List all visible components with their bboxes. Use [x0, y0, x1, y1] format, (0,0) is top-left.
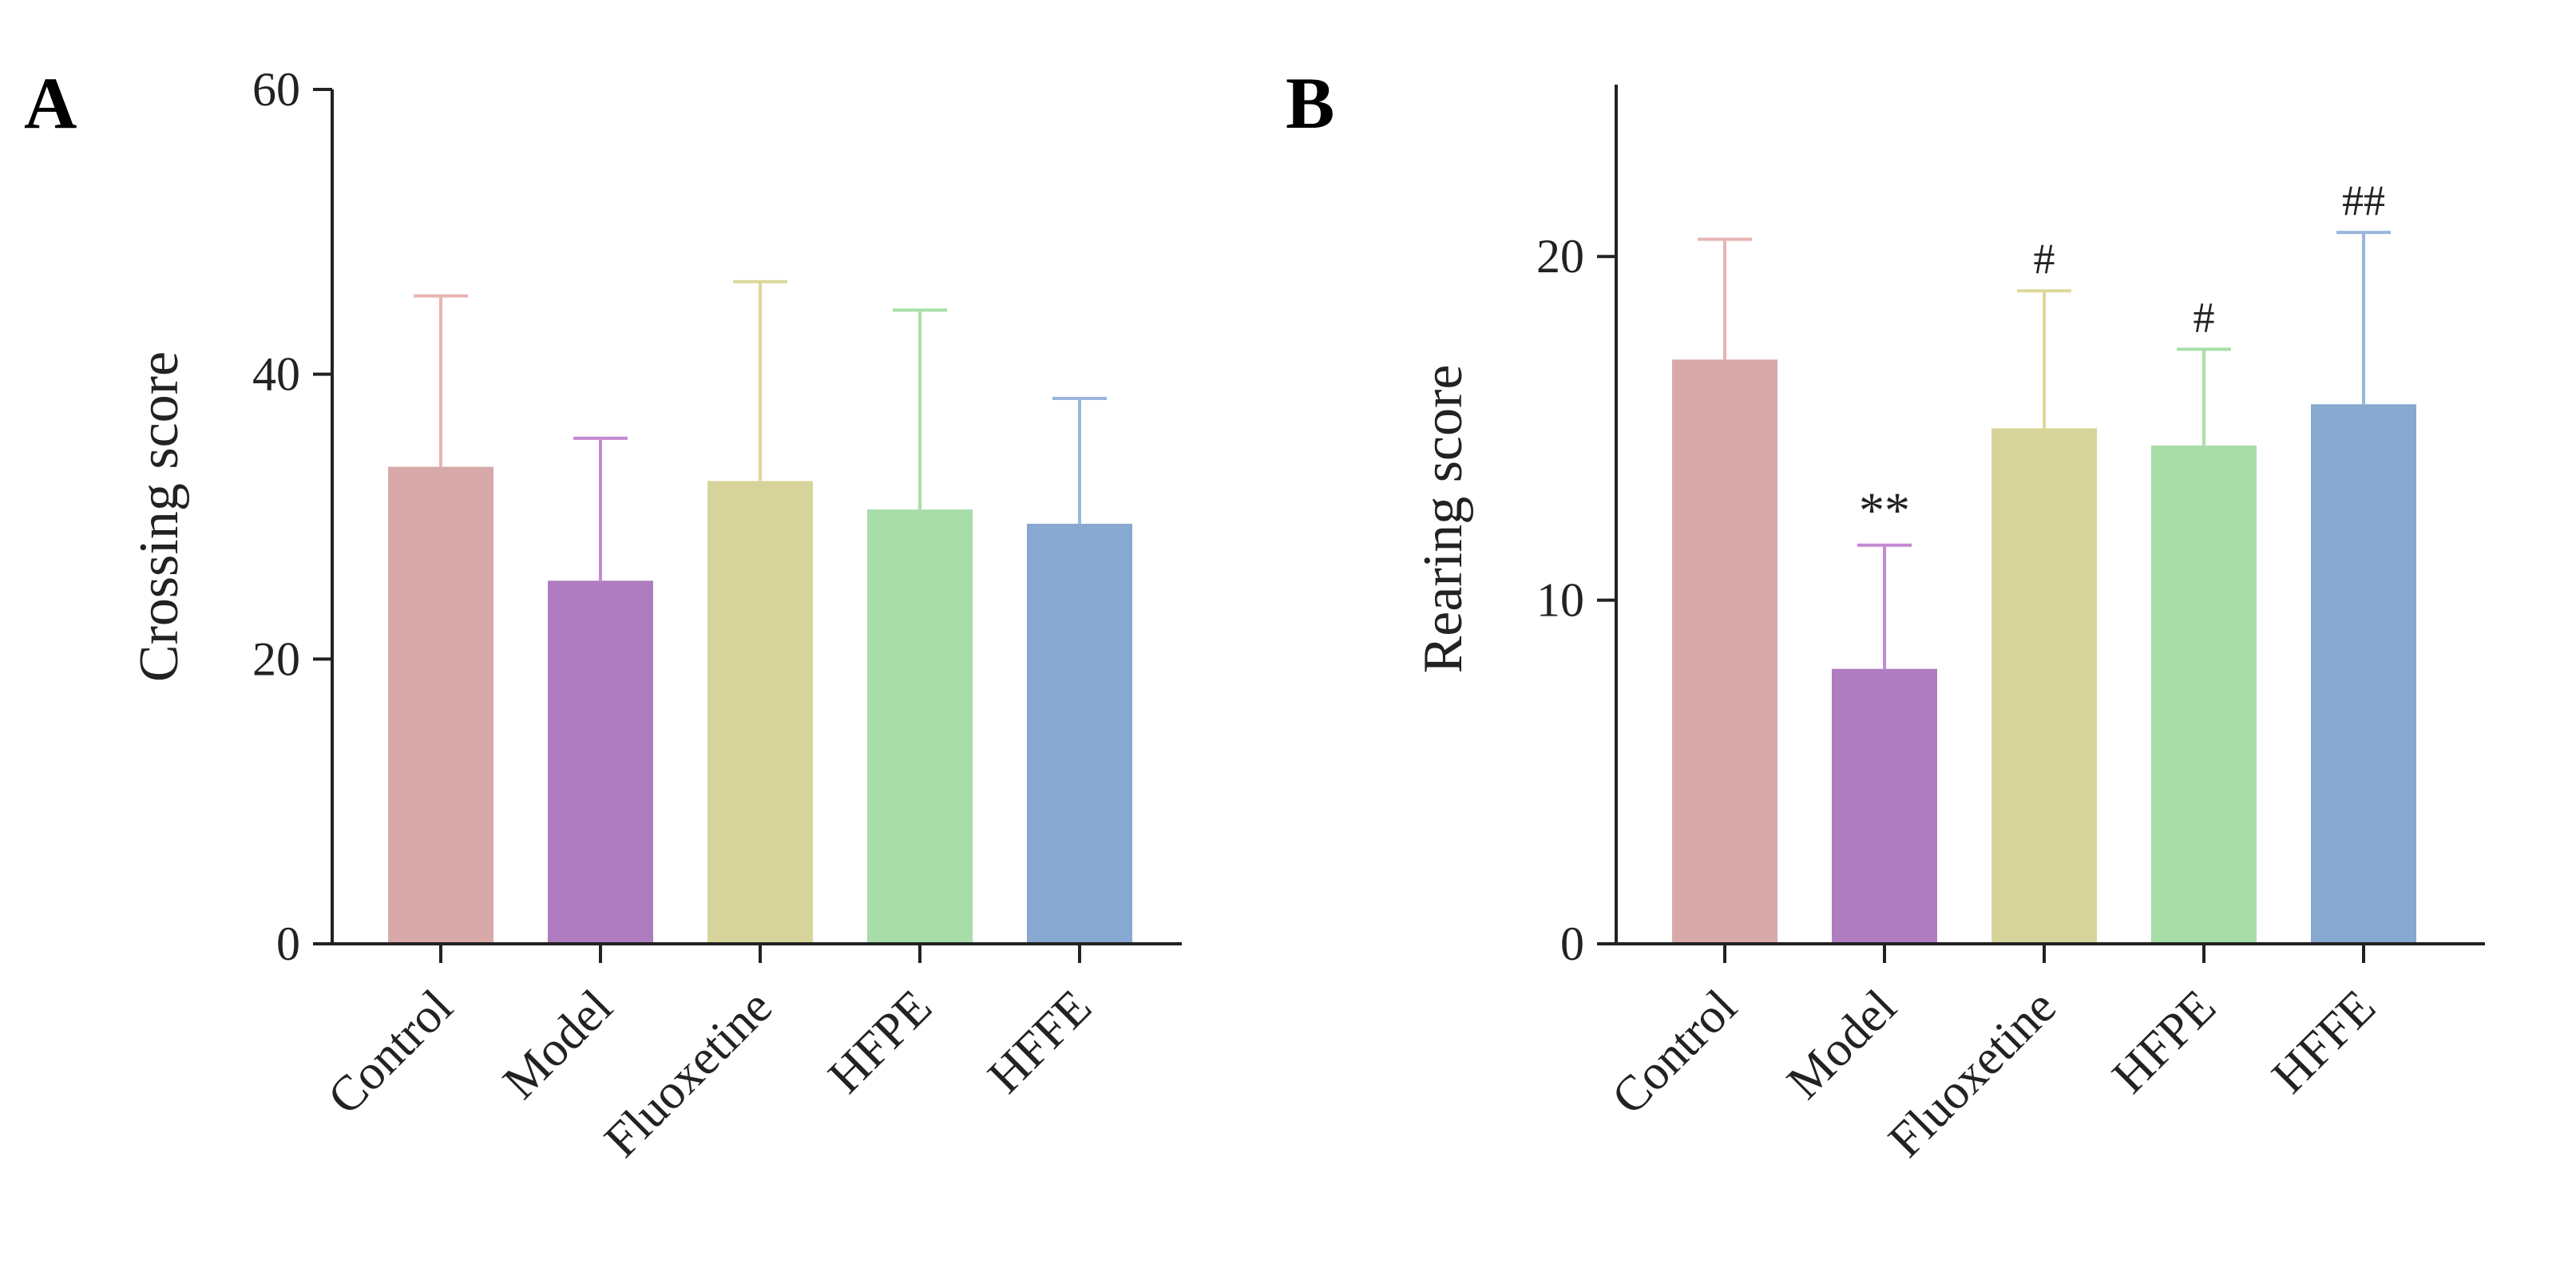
- x-tick-label: Fluoxetine: [594, 980, 783, 1168]
- bar: [548, 581, 653, 944]
- x-tick-label: HFPE: [818, 980, 942, 1104]
- bar: [2151, 445, 2257, 944]
- y-axis-title: Crossing score: [129, 351, 190, 682]
- bar: [1027, 523, 1132, 944]
- y-tick-label: 0: [276, 917, 300, 970]
- significance-label: #: [2034, 235, 2055, 283]
- bar: [1832, 668, 1937, 944]
- bar: [1672, 359, 1777, 944]
- x-tick-label: Model: [1777, 980, 1907, 1110]
- bar: [388, 466, 493, 944]
- x-tick-label: Control: [1602, 980, 1747, 1125]
- x-tick-label: HFPE: [2102, 980, 2226, 1104]
- y-tick-label: 60: [252, 63, 300, 116]
- x-tick-label: HFFE: [2262, 980, 2386, 1104]
- bar: [867, 509, 973, 944]
- significance-label: **: [1859, 482, 1910, 539]
- significance-label: #: [2194, 293, 2215, 341]
- x-tick-label: Model: [493, 980, 623, 1110]
- significance-label: ##: [2342, 176, 2385, 224]
- y-tick-label: 40: [252, 348, 300, 401]
- bar: [2311, 404, 2416, 945]
- panel-a-letter: A: [24, 62, 77, 144]
- y-tick-label: 0: [1560, 917, 1584, 970]
- y-tick-label: 10: [1536, 574, 1584, 627]
- panel-b-letter: B: [1286, 62, 1334, 144]
- bar: [1991, 428, 2097, 944]
- y-axis-title: Rearing score: [1413, 365, 1474, 674]
- y-tick-label: 20: [252, 632, 300, 685]
- x-tick-label: Fluoxetine: [1878, 980, 2067, 1168]
- bar: [707, 481, 813, 944]
- x-tick-label: HFFE: [978, 980, 1102, 1104]
- x-tick-label: Control: [318, 980, 463, 1125]
- y-tick-label: 20: [1536, 230, 1584, 283]
